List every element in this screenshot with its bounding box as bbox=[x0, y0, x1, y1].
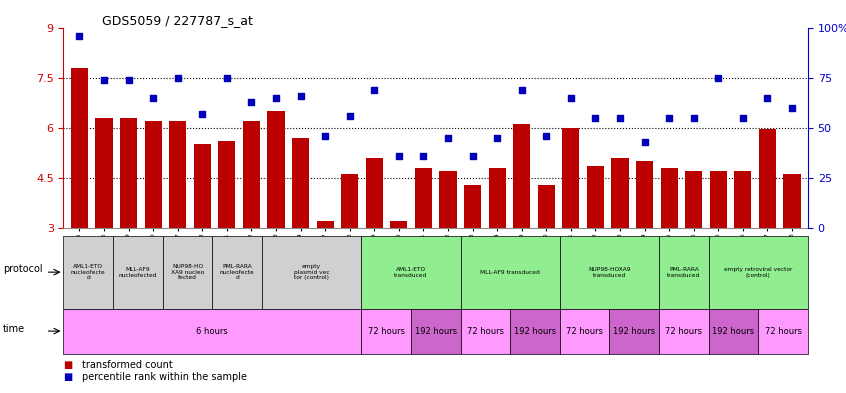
Text: AML1-ETO
nucleofecte
d: AML1-ETO nucleofecte d bbox=[71, 264, 106, 281]
Bar bbox=[341, 174, 359, 228]
Text: ■: ■ bbox=[63, 360, 73, 371]
Point bbox=[564, 94, 578, 101]
Text: 192 hours: 192 hours bbox=[712, 327, 755, 336]
Bar bbox=[390, 221, 408, 228]
Point bbox=[220, 75, 233, 81]
Text: 192 hours: 192 hours bbox=[613, 327, 656, 336]
Bar bbox=[316, 221, 333, 228]
Text: time: time bbox=[3, 324, 25, 334]
Bar bbox=[415, 168, 432, 228]
Text: 72 hours: 72 hours bbox=[367, 327, 404, 336]
Text: AML1-ETO
transduced: AML1-ETO transduced bbox=[394, 267, 427, 277]
Bar bbox=[734, 171, 751, 228]
Bar bbox=[243, 121, 260, 228]
Point bbox=[244, 99, 258, 105]
Bar bbox=[169, 121, 186, 228]
Bar bbox=[194, 145, 211, 228]
Point bbox=[73, 32, 86, 39]
Point bbox=[367, 86, 381, 93]
Text: 72 hours: 72 hours bbox=[765, 327, 802, 336]
Text: 72 hours: 72 hours bbox=[467, 327, 504, 336]
Bar bbox=[563, 128, 580, 228]
Point bbox=[589, 115, 602, 121]
Text: protocol: protocol bbox=[3, 264, 43, 274]
Bar bbox=[513, 125, 530, 228]
Text: empty retroviral vector
(control): empty retroviral vector (control) bbox=[724, 267, 793, 277]
Bar bbox=[439, 171, 457, 228]
Point bbox=[613, 115, 627, 121]
Point bbox=[269, 94, 283, 101]
Point bbox=[122, 77, 135, 83]
Bar bbox=[538, 185, 555, 228]
Text: 72 hours: 72 hours bbox=[665, 327, 702, 336]
Text: 72 hours: 72 hours bbox=[566, 327, 603, 336]
Text: PML-RARA
transduced: PML-RARA transduced bbox=[667, 267, 700, 277]
Text: transformed count: transformed count bbox=[82, 360, 173, 371]
Bar bbox=[685, 171, 702, 228]
Bar bbox=[783, 174, 800, 228]
Point bbox=[195, 110, 209, 117]
Point bbox=[97, 77, 111, 83]
Bar bbox=[710, 171, 727, 228]
Bar bbox=[464, 185, 481, 228]
Point bbox=[540, 132, 553, 139]
Point bbox=[761, 94, 774, 101]
Text: 6 hours: 6 hours bbox=[196, 327, 228, 336]
Point bbox=[442, 134, 455, 141]
Point bbox=[466, 152, 480, 159]
Point bbox=[171, 75, 184, 81]
Bar bbox=[120, 118, 137, 228]
Bar bbox=[292, 138, 309, 228]
Point bbox=[146, 94, 160, 101]
Bar bbox=[267, 111, 284, 228]
Text: MLL-AF9
nucleofected: MLL-AF9 nucleofected bbox=[118, 267, 157, 277]
Point bbox=[343, 112, 356, 119]
Bar bbox=[218, 141, 235, 228]
Point bbox=[687, 115, 700, 121]
Point bbox=[736, 115, 750, 121]
Bar bbox=[96, 118, 113, 228]
Bar bbox=[759, 129, 776, 228]
Text: 192 hours: 192 hours bbox=[514, 327, 556, 336]
Point bbox=[392, 152, 405, 159]
Point bbox=[416, 152, 430, 159]
Point bbox=[638, 139, 651, 145]
Point bbox=[662, 115, 676, 121]
Bar bbox=[661, 168, 678, 228]
Point bbox=[515, 86, 529, 93]
Text: 192 hours: 192 hours bbox=[415, 327, 457, 336]
Text: percentile rank within the sample: percentile rank within the sample bbox=[82, 372, 247, 382]
Point bbox=[711, 75, 725, 81]
Bar bbox=[145, 121, 162, 228]
Bar bbox=[612, 158, 629, 228]
Point bbox=[294, 92, 307, 99]
Bar bbox=[636, 161, 653, 228]
Text: PML-RARA
nucleofecte
d: PML-RARA nucleofecte d bbox=[220, 264, 255, 281]
Text: empty
plasmid vec
tor (control): empty plasmid vec tor (control) bbox=[294, 264, 329, 281]
Bar bbox=[488, 168, 506, 228]
Text: GDS5059 / 227787_s_at: GDS5059 / 227787_s_at bbox=[102, 14, 252, 27]
Text: ■: ■ bbox=[63, 372, 73, 382]
Text: NUP98-HOXA9
transduced: NUP98-HOXA9 transduced bbox=[588, 267, 630, 277]
Bar bbox=[587, 166, 604, 228]
Bar bbox=[365, 158, 383, 228]
Point bbox=[785, 105, 799, 111]
Bar bbox=[71, 68, 88, 228]
Text: MLL-AF9 transduced: MLL-AF9 transduced bbox=[481, 270, 540, 275]
Text: NUP98-HO
XA9 nucleo
fected: NUP98-HO XA9 nucleo fected bbox=[171, 264, 204, 281]
Point bbox=[318, 132, 332, 139]
Point bbox=[491, 134, 504, 141]
